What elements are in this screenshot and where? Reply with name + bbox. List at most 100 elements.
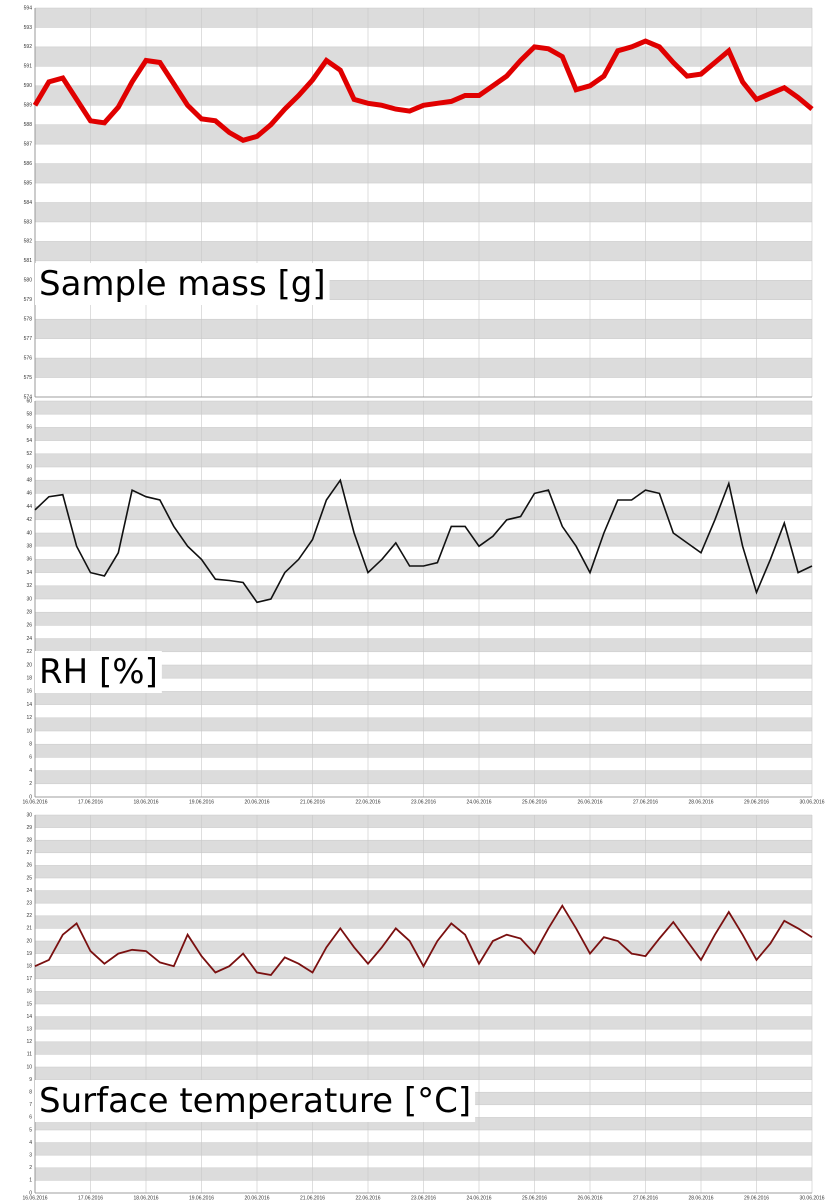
y-tick-label: 58 bbox=[26, 412, 32, 418]
y-tick-label: 20 bbox=[26, 662, 32, 668]
y-tick-label: 22 bbox=[26, 649, 32, 655]
y-tick-label: 582 bbox=[24, 239, 33, 245]
y-tick-label: 36 bbox=[26, 557, 32, 563]
y-tick-label: 32 bbox=[26, 583, 32, 589]
y-tick-label: 575 bbox=[24, 375, 33, 381]
x-tick-label: 21.06.2016 bbox=[300, 799, 325, 805]
y-tick-label: 593 bbox=[24, 25, 33, 31]
x-tick-label: 26.06.2016 bbox=[577, 1195, 602, 1201]
y-tick-label: 1 bbox=[29, 1178, 32, 1184]
x-tick-label: 28.06.2016 bbox=[688, 1195, 713, 1201]
y-tick-label: 28 bbox=[26, 610, 32, 616]
x-tick-label: 18.06.2016 bbox=[133, 799, 158, 805]
y-tick-label: 4 bbox=[29, 1140, 32, 1146]
y-tick-label: 14 bbox=[26, 702, 32, 708]
x-tick-label: 25.06.2016 bbox=[522, 799, 547, 805]
x-tick-label: 30.06.2016 bbox=[799, 799, 824, 805]
y-tick-label: 10 bbox=[26, 728, 32, 734]
y-tick-label: 18 bbox=[26, 676, 32, 682]
y-tick-label: 2 bbox=[29, 1165, 32, 1171]
annotation: Surface temperature [°C] bbox=[39, 1081, 471, 1121]
x-tick-label: 21.06.2016 bbox=[300, 1195, 325, 1201]
y-tick-label: 12 bbox=[26, 1039, 32, 1045]
y-tick-label: 3 bbox=[29, 1153, 32, 1159]
y-tick-label: 34 bbox=[26, 570, 32, 576]
y-tick-label: 44 bbox=[26, 504, 32, 510]
x-tick-label: 29.06.2016 bbox=[744, 1195, 769, 1201]
x-tick-label: 29.06.2016 bbox=[744, 799, 769, 805]
y-tick-label: 16 bbox=[26, 989, 32, 995]
data-line bbox=[32, 38, 814, 143]
y-tick-label: 17 bbox=[26, 976, 32, 982]
x-tick-label: 28.06.2016 bbox=[688, 799, 713, 805]
y-tick-label: 50 bbox=[26, 464, 32, 470]
y-tick-label: 583 bbox=[24, 219, 33, 225]
x-tick-label: 18.06.2016 bbox=[133, 1195, 158, 1201]
y-tick-label: 60 bbox=[26, 398, 32, 404]
y-tick-label: 4 bbox=[29, 768, 32, 774]
y-tick-label: 19 bbox=[26, 951, 32, 957]
y-tick-label: 592 bbox=[24, 44, 33, 50]
y-tick-label: 589 bbox=[24, 103, 33, 109]
y-tick-label: 576 bbox=[24, 355, 33, 361]
y-tick-label: 30 bbox=[26, 596, 32, 602]
y-tick-label: 24 bbox=[26, 636, 32, 642]
y-tick-label: 12 bbox=[26, 715, 32, 721]
y-tick-label: 588 bbox=[24, 122, 33, 128]
y-tick-label: 5 bbox=[29, 1127, 32, 1133]
y-tick-label: 6 bbox=[29, 755, 32, 761]
y-tick-label: 580 bbox=[24, 278, 33, 284]
y-tick-label: 591 bbox=[24, 64, 33, 70]
x-tick-label: 27.06.2016 bbox=[633, 1195, 658, 1201]
y-tick-label: 574 bbox=[24, 394, 33, 400]
y-tick-label: 8 bbox=[29, 742, 32, 748]
y-tick-label: 13 bbox=[26, 1027, 32, 1033]
y-tick-label: 26 bbox=[26, 863, 32, 869]
x-tick-label: 20.06.2016 bbox=[244, 799, 269, 805]
data-line bbox=[34, 903, 813, 976]
y-tick-label: 29 bbox=[26, 825, 32, 831]
y-tick-label: 15 bbox=[26, 1001, 32, 1007]
data-line bbox=[34, 478, 813, 604]
y-tick-label: 54 bbox=[26, 438, 32, 444]
x-tick-label: 26.06.2016 bbox=[577, 799, 602, 805]
x-tick-label: 22.06.2016 bbox=[355, 1195, 380, 1201]
y-tick-label: 46 bbox=[26, 491, 32, 497]
y-tick-label: 578 bbox=[24, 317, 33, 323]
y-tick-label: 16 bbox=[26, 689, 32, 695]
x-tick-label: 20.06.2016 bbox=[244, 1195, 269, 1201]
x-tick-label: 19.06.2016 bbox=[189, 799, 214, 805]
x-tick-label: 22.06.2016 bbox=[355, 799, 380, 805]
y-tick-label: 23 bbox=[26, 901, 32, 907]
y-tick-label: 14 bbox=[26, 1014, 32, 1020]
annotation: RH [%] bbox=[39, 652, 158, 692]
x-tick-label: 17.06.2016 bbox=[78, 799, 103, 805]
x-tick-label: 16.06.2016 bbox=[22, 1195, 47, 1201]
x-tick-label: 23.06.2016 bbox=[411, 799, 436, 805]
y-tick-label: 27 bbox=[26, 850, 32, 856]
x-tick-label: 23.06.2016 bbox=[411, 1195, 436, 1201]
y-tick-label: 577 bbox=[24, 336, 33, 342]
y-tick-label: 2 bbox=[29, 781, 32, 787]
y-tick-label: 6 bbox=[29, 1115, 32, 1121]
y-tick-label: 579 bbox=[24, 297, 33, 303]
y-tick-label: 586 bbox=[24, 161, 33, 167]
y-tick-label: 0 bbox=[29, 794, 32, 800]
y-tick-label: 21 bbox=[26, 926, 32, 932]
y-tick-label: 594 bbox=[24, 5, 33, 11]
y-tick-label: 10 bbox=[26, 1064, 32, 1070]
y-tick-label: 28 bbox=[26, 838, 32, 844]
annotation-bg bbox=[35, 263, 330, 305]
y-tick-label: 25 bbox=[26, 875, 32, 881]
x-tick-label: 16.06.2016 bbox=[22, 799, 47, 805]
y-tick-label: 26 bbox=[26, 623, 32, 629]
x-tick-label: 27.06.2016 bbox=[633, 799, 658, 805]
y-tick-label: 0 bbox=[29, 1190, 32, 1196]
x-tick-label: 24.06.2016 bbox=[466, 799, 491, 805]
annotation-bg bbox=[35, 1080, 476, 1122]
y-tick-label: 8 bbox=[29, 1090, 32, 1096]
y-tick-label: 590 bbox=[24, 83, 33, 89]
y-tick-label: 7 bbox=[29, 1102, 32, 1108]
